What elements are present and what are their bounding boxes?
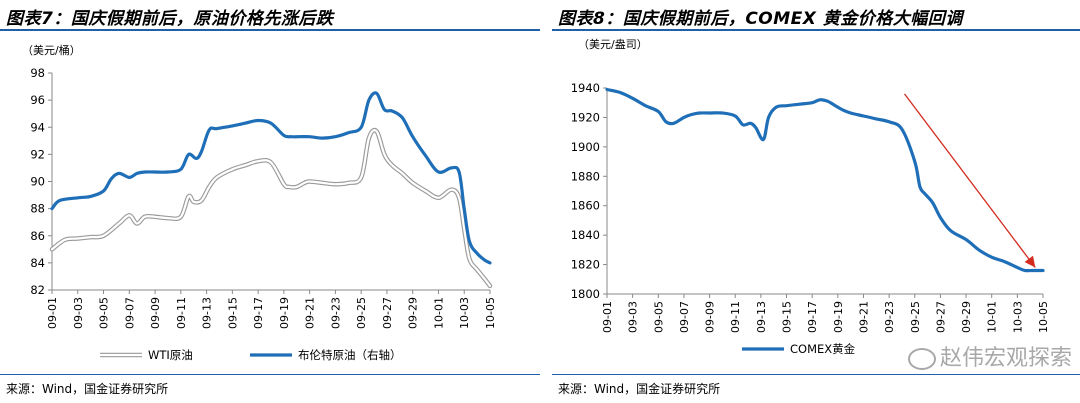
x-tick-label: 09-01 — [601, 301, 614, 333]
x-tick-label: 09-19 — [832, 301, 845, 333]
y-tick-label: 1940 — [571, 81, 600, 95]
trend-arrow-head — [1024, 255, 1036, 268]
title-divider — [552, 29, 1080, 31]
source-note: 来源：Wind，国金证券研究所 — [6, 382, 169, 396]
x-tick-label: 09-17 — [806, 301, 819, 333]
x-tick-label: 09-11 — [729, 301, 742, 333]
x-tick-label: 10-05 — [484, 297, 497, 329]
series-line — [50, 129, 492, 287]
x-tick-label: 09-03 — [72, 297, 85, 329]
y-tick-label: 98 — [30, 66, 45, 80]
x-tick-label: 09-27 — [381, 297, 394, 329]
x-tick-label: 09-17 — [252, 297, 265, 329]
x-tick-label: 09-23 — [329, 297, 342, 329]
legend-label: COMEX黄金 — [790, 342, 856, 356]
y-tick-label: 1920 — [571, 110, 600, 124]
watermark-text: 赵伟宏观探索 — [939, 346, 1072, 371]
y-tick-label: 90 — [30, 175, 45, 189]
trend-arrow-line — [903, 93, 1036, 268]
x-tick-label: 10-01 — [986, 301, 999, 333]
x-tick-label: 09-13 — [755, 301, 768, 333]
title-divider — [0, 29, 540, 31]
unit-label: （美元/桶） — [22, 43, 81, 57]
y-tick-label: 82 — [30, 283, 45, 297]
y-tick-label: 94 — [30, 120, 45, 134]
legend-label: 布伦特原油（右轴） — [298, 348, 402, 362]
series-line — [50, 91, 492, 265]
y-tick-label: 1880 — [571, 169, 600, 183]
chart-panel-gold: 图表8：国庆假期前后，COMEX 黄金价格大幅回调 （美元/盎司） 1800 182… — [552, 0, 1080, 403]
y-tick-label: 84 — [30, 256, 45, 270]
x-tick-label: 10-03 — [1011, 301, 1024, 333]
x-tick-label: 09-23 — [883, 301, 896, 333]
x-tick-label: 09-27 — [934, 301, 947, 333]
chart-panel-crude-oil: 图表7：国庆假期前后，原油价格先涨后跌 （美元/桶） 82 84 86 88 90 92 94… — [0, 9, 540, 396]
x-tick-label: 09-21 — [304, 297, 317, 329]
x-tick-label: 09-03 — [627, 301, 640, 333]
x-tick-label: 09-07 — [678, 301, 691, 333]
x-tick-label: 09-13 — [201, 297, 214, 329]
crude-oil-line-chart: （美元/桶） 82 84 86 88 90 92 94 96 98 09-01 09-03 09-05 0… — [22, 43, 497, 362]
x-tick-label: 09-19 — [278, 297, 291, 329]
x-tick-label: 09-05 — [98, 297, 111, 329]
legend-label: WTI原油 — [148, 348, 193, 362]
x-tick-label: 10-01 — [432, 297, 445, 329]
y-tick-label: 1840 — [571, 228, 600, 242]
gold-line-chart: （美元/盎司） 1800 1820 1840 1860 1880 1900 1920 1940 0… — [571, 37, 1050, 356]
x-tick-label: 09-25 — [355, 297, 368, 329]
figure-title: 图表8：国庆假期前后，COMEX 黄金价格大幅回调 — [558, 9, 963, 29]
x-tick-label: 09-11 — [175, 297, 188, 329]
series-line — [605, 87, 1045, 273]
x-tick-label: 09-01 — [46, 297, 59, 329]
x-tick-label: 09-29 — [960, 301, 973, 333]
x-tick-label: 10-05 — [1037, 301, 1050, 333]
y-tick-label: 1860 — [571, 199, 600, 213]
y-tick-label: 88 — [30, 202, 45, 216]
y-tick-label: 1800 — [571, 287, 600, 301]
y-tick-label: 92 — [30, 147, 45, 161]
watermark: 赵伟宏观探索 — [907, 340, 1072, 372]
x-tick-label: 10-03 — [458, 297, 471, 329]
y-tick-label: 86 — [30, 229, 45, 243]
source-note: 来源：Wind，国金证券研究所 — [558, 382, 721, 396]
y-tick-label: 1900 — [571, 140, 600, 154]
x-tick-label: 09-05 — [652, 301, 665, 333]
source-divider — [552, 374, 1080, 375]
y-tick-label: 1820 — [571, 258, 600, 272]
unit-label: （美元/盎司） — [578, 37, 648, 51]
x-tick-label: 09-29 — [407, 297, 420, 329]
x-tick-label: 09-07 — [123, 297, 136, 329]
source-divider — [0, 374, 540, 375]
figure-title: 图表7：国庆假期前后，原油价格先涨后跌 — [6, 9, 334, 29]
y-tick-label: 96 — [30, 93, 45, 107]
x-tick-label: 09-09 — [149, 297, 162, 329]
x-tick-label: 09-21 — [857, 301, 870, 333]
x-tick-label: 09-15 — [226, 297, 239, 329]
x-tick-label: 09-15 — [781, 301, 794, 333]
x-tick-label: 09-09 — [704, 301, 717, 333]
x-tick-label: 09-25 — [909, 301, 922, 333]
wechat-icon — [907, 348, 936, 370]
